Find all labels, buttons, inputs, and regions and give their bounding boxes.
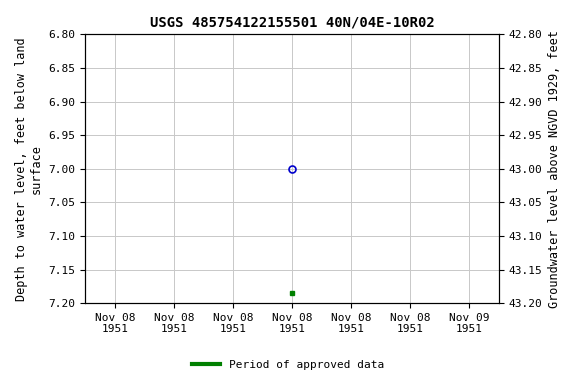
Legend: Period of approved data: Period of approved data	[188, 356, 388, 375]
Title: USGS 485754122155501 40N/04E-10R02: USGS 485754122155501 40N/04E-10R02	[150, 15, 434, 29]
Y-axis label: Groundwater level above NGVD 1929, feet: Groundwater level above NGVD 1929, feet	[548, 30, 561, 308]
Y-axis label: Depth to water level, feet below land
surface: Depth to water level, feet below land su…	[15, 37, 43, 301]
